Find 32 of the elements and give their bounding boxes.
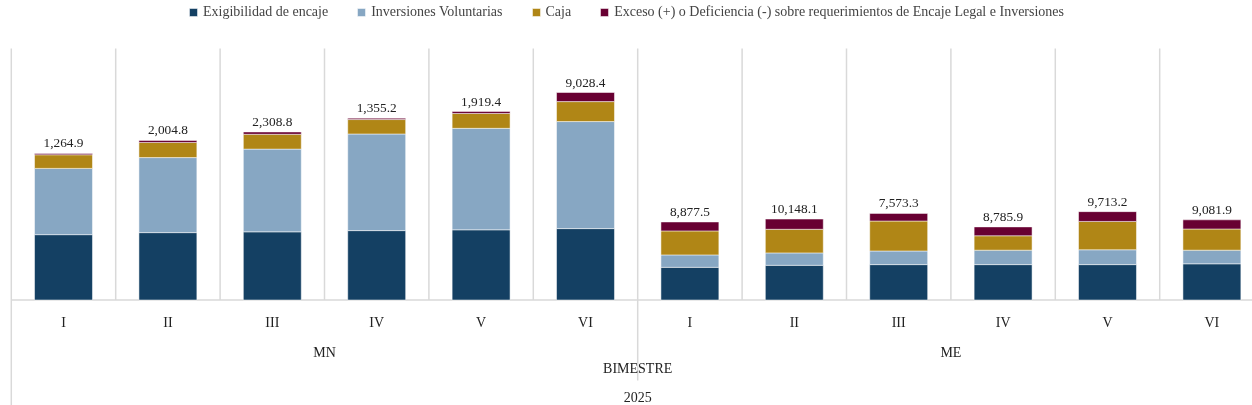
x-tick-label: VI bbox=[578, 315, 594, 330]
data-label: 8,877.5 bbox=[669, 203, 711, 219]
legend-label: Exceso (+) o Deficiencia (-) sobre requerimientos de Encaje Legal e Inversiones bbox=[614, 4, 1065, 20]
x-tick-label: II bbox=[789, 315, 800, 330]
x-tick-label: I bbox=[61, 315, 67, 330]
x-tick-label: V bbox=[1102, 315, 1113, 330]
legend-label: Exigibilidad de encaje bbox=[202, 4, 329, 20]
data-label: 2,308.8 bbox=[252, 113, 293, 129]
data-label: 2,004.8 bbox=[147, 122, 189, 138]
data-label: 10,148.1 bbox=[770, 201, 818, 217]
x-tick-label: VI bbox=[1204, 315, 1220, 330]
data-label: 9,028.4 bbox=[565, 74, 606, 90]
text: MN bbox=[313, 345, 336, 360]
x-tick-label: I bbox=[687, 315, 693, 330]
legend-label: Inversiones Voluntarias bbox=[371, 4, 503, 20]
x-tick-label: III bbox=[265, 315, 280, 330]
data-label: 1,355.2 bbox=[356, 100, 397, 116]
x-tick-label: IV bbox=[369, 315, 385, 330]
data-label: 7,573.3 bbox=[878, 195, 920, 211]
x-axis-title: BIMESTRE bbox=[603, 361, 673, 376]
text: 2025 bbox=[623, 389, 652, 405]
x-tick-label: V bbox=[476, 315, 487, 330]
data-label: 1,264.9 bbox=[43, 135, 84, 151]
x-tick-label: III bbox=[891, 315, 907, 330]
text: ME bbox=[940, 345, 962, 360]
data-label: 9,081.9 bbox=[1191, 201, 1233, 217]
legend-label: Caja bbox=[545, 4, 572, 20]
x-tick-label: II bbox=[163, 315, 173, 330]
x-tick-label: IV bbox=[995, 315, 1011, 330]
data-label: 9,713.2 bbox=[1087, 193, 1128, 209]
data-label: 8,785.9 bbox=[983, 208, 1024, 224]
data-label: 1,919.4 bbox=[461, 93, 502, 109]
